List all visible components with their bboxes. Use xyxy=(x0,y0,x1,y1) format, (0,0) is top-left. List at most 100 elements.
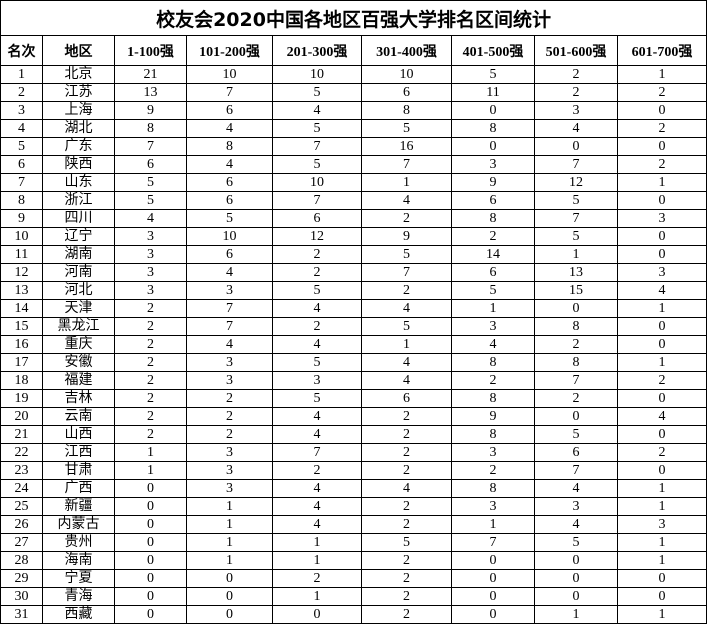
cell-range-501-600: 8 xyxy=(534,353,618,372)
table-row: 24 广西 0 3 4 4 8 4 1 xyxy=(0,479,707,498)
cell-range-401-500: 1 xyxy=(451,515,535,534)
cell-range-301-400: 2 xyxy=(361,443,452,462)
cell-range-401-500: 9 xyxy=(451,407,535,426)
cell-range-501-600: 5 xyxy=(534,533,618,552)
column-header-range-501-600: 501-600强 xyxy=(534,35,618,66)
cell-region: 河南 xyxy=(42,263,115,282)
table-row: 5 广东 7 8 7 16 0 0 0 xyxy=(0,137,707,156)
cell-range-201-300: 4 xyxy=(272,515,362,534)
table-row: 22 江西 1 3 7 2 3 6 2 xyxy=(0,443,707,462)
table-row: 1 北京 21 10 10 10 5 2 1 xyxy=(0,65,707,84)
cell-range-101-200: 7 xyxy=(186,299,273,318)
cell-range-201-300: 4 xyxy=(272,479,362,498)
cell-range-601-700: 2 xyxy=(616,443,707,462)
cell-range-401-500: 14 xyxy=(451,245,535,264)
cell-range-201-300: 3 xyxy=(272,371,362,390)
cell-rank: 28 xyxy=(0,551,43,570)
cell-range-601-700: 0 xyxy=(616,227,707,246)
cell-range-401-500: 0 xyxy=(451,101,535,120)
cell-range-201-300: 2 xyxy=(272,569,362,588)
cell-range-501-600: 2 xyxy=(534,65,618,84)
cell-range-1-100: 0 xyxy=(114,515,187,534)
cell-region: 黑龙江 xyxy=(42,317,115,336)
cell-rank: 15 xyxy=(0,317,43,336)
cell-region: 云南 xyxy=(42,407,115,426)
cell-region: 天津 xyxy=(42,299,115,318)
cell-range-401-500: 3 xyxy=(451,443,535,462)
cell-range-101-200: 3 xyxy=(186,281,273,300)
cell-range-401-500: 0 xyxy=(451,569,535,588)
cell-rank: 13 xyxy=(0,281,43,300)
cell-range-1-100: 0 xyxy=(114,605,187,624)
table-row: 8 浙江 5 6 7 4 6 5 0 xyxy=(0,191,707,210)
cell-range-301-400: 9 xyxy=(361,227,452,246)
cell-region: 青海 xyxy=(42,587,115,606)
cell-range-201-300: 2 xyxy=(272,263,362,282)
cell-range-1-100: 5 xyxy=(114,173,187,192)
cell-range-101-200: 2 xyxy=(186,407,273,426)
cell-range-401-500: 3 xyxy=(451,155,535,174)
cell-region: 广东 xyxy=(42,137,115,156)
cell-region: 湖北 xyxy=(42,119,115,138)
cell-range-301-400: 7 xyxy=(361,263,452,282)
cell-range-501-600: 7 xyxy=(534,209,618,228)
cell-range-601-700: 0 xyxy=(616,461,707,480)
cell-region: 重庆 xyxy=(42,335,115,354)
cell-region: 上海 xyxy=(42,101,115,120)
cell-range-301-400: 1 xyxy=(361,335,452,354)
table-row: 12 河南 3 4 2 7 6 13 3 xyxy=(0,263,707,282)
cell-range-201-300: 1 xyxy=(272,551,362,570)
cell-range-301-400: 2 xyxy=(361,587,452,606)
cell-range-301-400: 6 xyxy=(361,389,452,408)
cell-range-401-500: 7 xyxy=(451,533,535,552)
table-row: 2 江苏 13 7 5 6 11 2 2 xyxy=(0,83,707,102)
cell-range-301-400: 4 xyxy=(361,371,452,390)
cell-range-201-300: 2 xyxy=(272,317,362,336)
cell-range-401-500: 8 xyxy=(451,479,535,498)
table-row: 17 安徽 2 3 5 4 8 8 1 xyxy=(0,353,707,372)
column-header-rank: 名次 xyxy=(0,35,43,66)
cell-range-201-300: 5 xyxy=(272,83,362,102)
cell-range-201-300: 2 xyxy=(272,461,362,480)
column-header-range-601-700: 601-700强 xyxy=(616,35,707,66)
cell-range-601-700: 3 xyxy=(616,263,707,282)
cell-range-501-600: 0 xyxy=(534,569,618,588)
cell-range-101-200: 5 xyxy=(186,209,273,228)
cell-range-101-200: 6 xyxy=(186,245,273,264)
cell-rank: 6 xyxy=(0,155,43,174)
cell-range-101-200: 6 xyxy=(186,101,273,120)
cell-range-101-200: 6 xyxy=(186,191,273,210)
cell-range-401-500: 8 xyxy=(451,425,535,444)
cell-range-201-300: 2 xyxy=(272,245,362,264)
cell-rank: 20 xyxy=(0,407,43,426)
cell-rank: 19 xyxy=(0,389,43,408)
cell-range-601-700: 0 xyxy=(616,137,707,156)
cell-range-201-300: 12 xyxy=(272,227,362,246)
table-row: 21 山西 2 2 4 2 8 5 0 xyxy=(0,425,707,444)
cell-range-501-600: 0 xyxy=(534,407,618,426)
cell-range-101-200: 6 xyxy=(186,173,273,192)
cell-range-101-200: 3 xyxy=(186,443,273,462)
cell-range-101-200: 1 xyxy=(186,533,273,552)
cell-range-501-600: 12 xyxy=(534,173,618,192)
cell-range-301-400: 5 xyxy=(361,119,452,138)
cell-range-1-100: 3 xyxy=(114,263,187,282)
cell-range-401-500: 9 xyxy=(451,173,535,192)
cell-range-201-300: 5 xyxy=(272,389,362,408)
cell-range-201-300: 5 xyxy=(272,119,362,138)
cell-range-201-300: 4 xyxy=(272,407,362,426)
cell-range-601-700: 1 xyxy=(616,497,707,516)
cell-rank: 21 xyxy=(0,425,43,444)
cell-range-101-200: 4 xyxy=(186,335,273,354)
cell-range-1-100: 0 xyxy=(114,497,187,516)
cell-range-101-200: 0 xyxy=(186,587,273,606)
cell-region: 吉林 xyxy=(42,389,115,408)
cell-rank: 7 xyxy=(0,173,43,192)
cell-range-601-700: 1 xyxy=(616,299,707,318)
cell-range-1-100: 9 xyxy=(114,101,187,120)
cell-rank: 23 xyxy=(0,461,43,480)
cell-range-201-300: 4 xyxy=(272,335,362,354)
cell-range-301-400: 4 xyxy=(361,299,452,318)
cell-range-301-400: 2 xyxy=(361,209,452,228)
cell-range-401-500: 5 xyxy=(451,65,535,84)
